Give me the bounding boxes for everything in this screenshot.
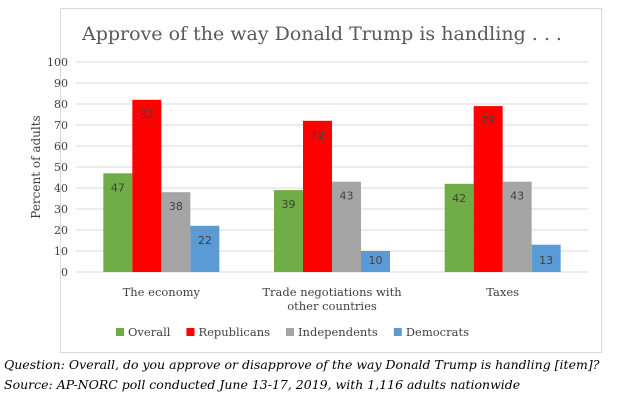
legend-swatch-republicans (186, 328, 195, 336)
bar-republicans (473, 106, 503, 272)
bar-democrats (190, 225, 220, 272)
data-label: 79 (481, 114, 495, 127)
bar-overall (444, 183, 474, 272)
y-tick-label: 20 (54, 224, 68, 237)
legend-label-republicans: Republicans (198, 325, 270, 339)
bar-chart: Approve of the way Donald Trump is handl… (29, 23, 588, 339)
y-axis-ticks: 0 10 20 30 40 50 60 70 80 90 100 (47, 56, 68, 279)
bar-independents (332, 181, 361, 272)
legend-label-overall: Overall (128, 325, 171, 339)
bar-overall (103, 173, 133, 272)
bar-independents (502, 181, 532, 272)
data-label: 38 (169, 200, 183, 213)
data-label: 42 (452, 192, 466, 205)
y-tick-label: 30 (54, 203, 68, 216)
source-note: Source: AP-NORC poll conducted June 13-1… (4, 377, 521, 392)
y-tick-label: 70 (54, 119, 68, 132)
category-label: Taxes (486, 285, 519, 299)
data-label: 43 (510, 190, 524, 203)
y-tick-label: 50 (54, 161, 68, 174)
category-label: Trade negotiations with (262, 285, 402, 299)
data-label: 43 (340, 190, 354, 203)
legend-swatch-democrats (393, 328, 402, 336)
data-label: 10 (369, 254, 383, 267)
category-label: The economy (123, 285, 201, 299)
data-label: 39 (282, 198, 296, 211)
bar-democrats (361, 251, 390, 272)
legend-label-democrats: Democrats (406, 325, 469, 339)
category-label: other countries (287, 299, 377, 313)
bars (103, 99, 561, 272)
question-note: Question: Overall, do you approve or dis… (4, 357, 600, 372)
bar-independents (161, 192, 191, 272)
data-label: 82 (140, 108, 154, 121)
legend-swatch-independents (286, 328, 295, 336)
data-label: 13 (539, 254, 553, 267)
y-tick-label: 60 (54, 140, 68, 153)
y-tick-label: 80 (54, 98, 68, 111)
y-tick-label: 100 (47, 56, 68, 69)
chart-title: Approve of the way Donald Trump is handl… (81, 23, 562, 45)
y-tick-label: 90 (54, 77, 68, 90)
bar-democrats (531, 244, 561, 272)
bar-republicans (303, 120, 332, 272)
data-labels: 47 82 38 22 39 72 43 10 42 79 43 13 (111, 108, 553, 267)
data-label: 22 (198, 234, 212, 247)
legend-swatch-overall (116, 328, 124, 336)
legend-label-independents: Independents (298, 325, 378, 339)
x-axis-categories: The economy Trade negotiations withother … (123, 285, 520, 313)
bar-overall (274, 190, 303, 272)
y-tick-label: 40 (54, 182, 68, 195)
data-label: 72 (311, 129, 325, 142)
data-label: 47 (111, 181, 125, 194)
y-axis-label: Percent of adults (29, 115, 43, 218)
y-tick-label: 0 (61, 266, 68, 279)
bar-republicans (132, 99, 162, 272)
legend: Overall Republicans Independents Democrats (116, 325, 469, 339)
y-tick-label: 10 (54, 245, 68, 258)
